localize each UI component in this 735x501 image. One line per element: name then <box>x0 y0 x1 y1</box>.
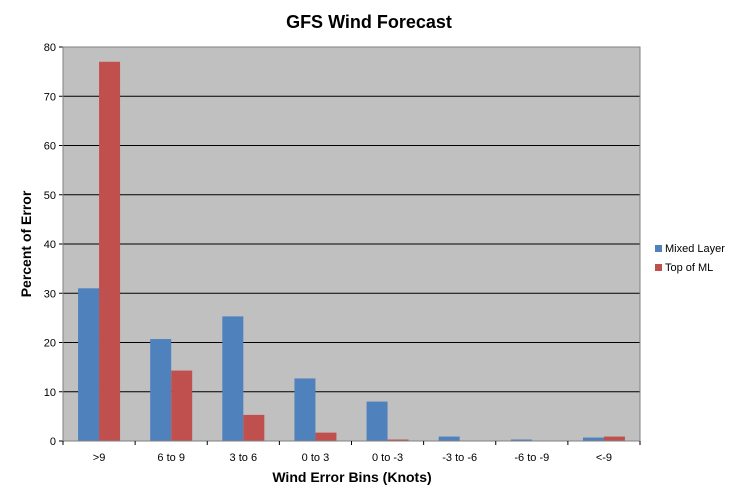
y-tick-label: 20 <box>44 338 56 350</box>
x-tick-labels: >9 6 to 9 3 to 6 0 to 3 0 to -3 -3 to -6 -6 to… <box>93 452 612 464</box>
y-tick-label: 10 <box>44 387 56 399</box>
bar-mixed-layer <box>438 436 460 441</box>
x-tick-label: >9 <box>93 452 106 464</box>
legend-swatch <box>655 264 662 271</box>
axes <box>59 46 641 445</box>
bar-mixed-layer <box>366 401 388 441</box>
bar-top-of-ml <box>315 432 337 441</box>
y-tick-label: 60 <box>44 141 56 153</box>
y-tick-label: 70 <box>44 91 56 103</box>
y-tick-label: 0 <box>50 436 56 448</box>
legend-label: Top of ML <box>665 262 713 274</box>
x-tick-label: 3 to 6 <box>230 452 258 464</box>
x-tick-label: 0 to 3 <box>302 452 330 464</box>
bars <box>78 61 625 442</box>
y-tick-label: 80 <box>44 42 56 54</box>
y-tick-labels: 0 10 20 30 40 50 60 70 80 <box>44 42 56 448</box>
bar-top-of-ml <box>387 439 409 441</box>
bar-top-of-ml <box>243 414 265 441</box>
bar-top-of-ml <box>603 436 625 441</box>
bar-mixed-layer <box>222 316 244 441</box>
x-tick-label: <-9 <box>596 452 612 464</box>
legend-swatch <box>655 245 662 252</box>
x-tick-label: 0 to -3 <box>372 452 403 464</box>
bar-mixed-layer <box>150 339 172 441</box>
x-axis-title: Wind Error Bins (Knots) <box>272 469 431 485</box>
bar-mixed-layer <box>582 437 604 441</box>
legend: Mixed Layer Top of ML <box>655 243 725 274</box>
chart-title: GFS Wind Forecast <box>286 12 452 32</box>
x-tick-label: -3 to -6 <box>442 452 477 464</box>
x-tick-label: 6 to 9 <box>157 452 185 464</box>
y-tick-label: 50 <box>44 190 56 202</box>
bar-mixed-layer <box>78 288 100 441</box>
legend-label: Mixed Layer <box>665 243 725 255</box>
bar-top-of-ml <box>171 370 193 441</box>
x-tick-label: -6 to -9 <box>514 452 549 464</box>
bar-mixed-layer <box>510 439 532 441</box>
bar-mixed-layer <box>294 378 316 441</box>
y-tick-label: 30 <box>44 288 56 300</box>
y-tick-label: 40 <box>44 239 56 251</box>
y-axis-title: Percent of Error <box>18 190 34 297</box>
bar-top-of-ml <box>99 61 121 442</box>
